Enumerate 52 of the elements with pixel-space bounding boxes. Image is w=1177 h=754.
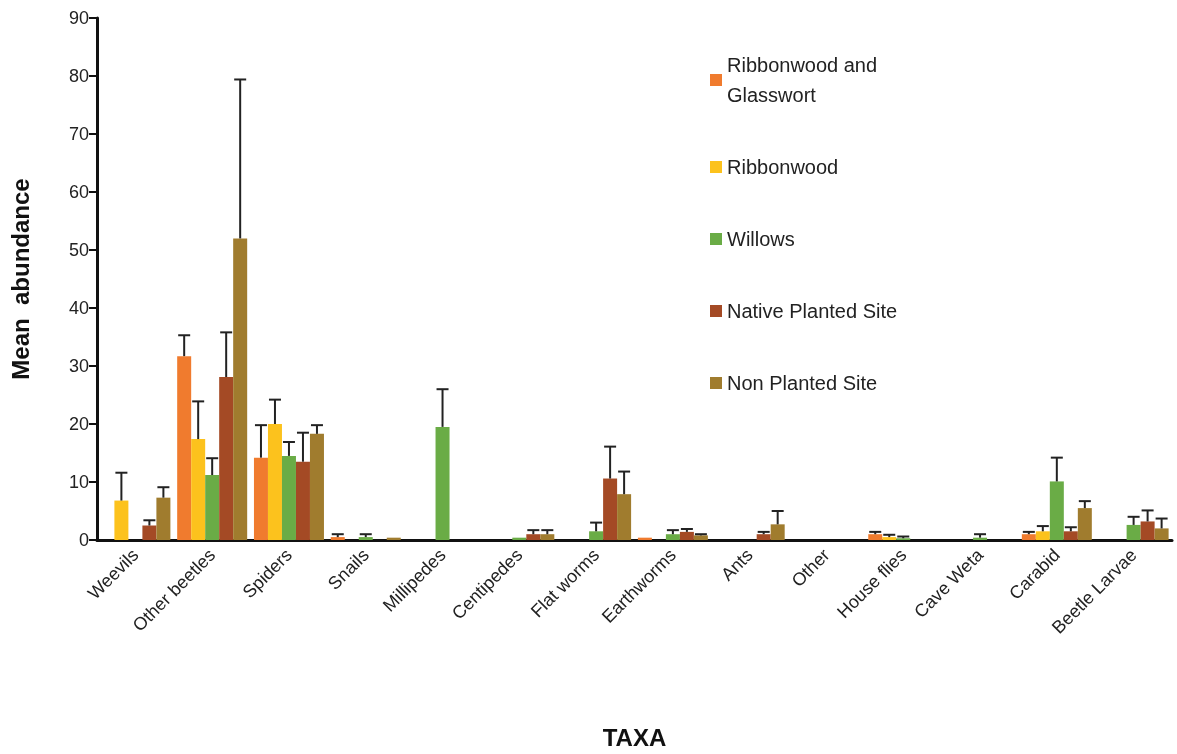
legend-label: Native Planted Site — [727, 300, 898, 322]
legend-label: Non Planted Site — [727, 372, 878, 394]
bar — [435, 426, 450, 540]
y-tick-label: 10 — [68, 472, 89, 492]
bar — [1077, 508, 1092, 540]
bar — [1049, 481, 1064, 540]
y-tick-label: 0 — [78, 530, 89, 550]
legend-label: Ribbonwood — [727, 156, 839, 178]
legend-label: Ribbonwood and Glasswort — [727, 54, 883, 106]
bar — [281, 455, 296, 540]
legend-label: Willows — [727, 228, 795, 250]
bar — [665, 534, 680, 540]
bar — [868, 534, 883, 540]
bar — [1021, 534, 1036, 540]
bar — [330, 537, 345, 540]
y-axis-title: Mean abundance — [6, 178, 34, 380]
bar — [358, 537, 373, 540]
y-tick-label: 90 — [68, 8, 89, 28]
bar — [1154, 528, 1169, 540]
bar — [526, 534, 541, 540]
y-tick-label: 20 — [68, 414, 89, 434]
bar — [233, 238, 248, 540]
bar — [770, 524, 785, 540]
y-tick-label: 70 — [68, 124, 89, 144]
y-tick-label: 50 — [68, 240, 89, 260]
bar — [540, 534, 555, 540]
bar — [1126, 524, 1141, 540]
bar — [1140, 521, 1155, 540]
bar — [756, 534, 771, 540]
bar — [295, 461, 310, 540]
y-tick-label: 30 — [68, 356, 89, 376]
bar — [1035, 531, 1050, 540]
bar — [617, 494, 632, 540]
y-tick-label: 60 — [68, 182, 89, 202]
y-tick-label: 80 — [68, 66, 89, 86]
x-axis-title: TAXA — [602, 723, 667, 751]
y-tick-label: 40 — [68, 298, 89, 318]
bar — [693, 535, 708, 540]
bar — [219, 377, 234, 540]
bar — [177, 356, 192, 540]
bar — [603, 478, 618, 540]
bar — [253, 457, 268, 540]
bar — [589, 531, 604, 540]
bar — [1063, 531, 1078, 540]
bar — [882, 537, 897, 540]
bar — [191, 439, 206, 540]
bar — [142, 525, 157, 540]
bar — [114, 500, 129, 540]
bar — [205, 475, 220, 540]
bar — [309, 433, 324, 540]
bar — [156, 497, 171, 540]
bar — [267, 424, 282, 540]
